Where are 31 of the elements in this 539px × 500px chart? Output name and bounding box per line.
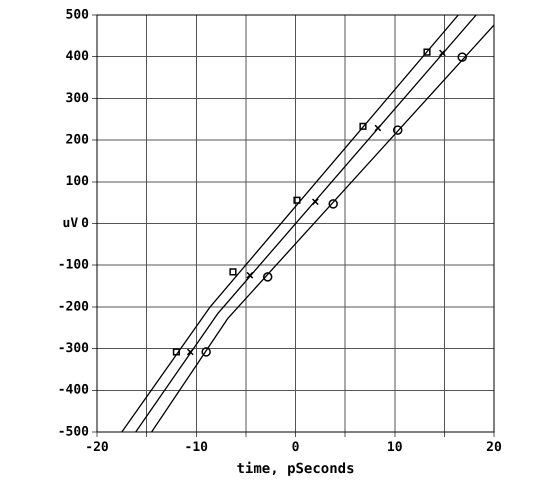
point: [392, 125, 402, 135]
x-tick-label: -20: [85, 440, 109, 456]
y-tick-label: -100: [58, 258, 90, 273]
point: [229, 268, 237, 276]
y-tick-label: 0: [81, 216, 90, 231]
y-tick-label: -400: [58, 382, 90, 398]
point: [262, 272, 272, 282]
y-tick-label: 400: [66, 49, 90, 64]
point: [186, 348, 194, 356]
point: [423, 48, 431, 56]
point: [172, 348, 180, 356]
x-tick-label: 0: [292, 440, 300, 456]
y-tick-label: -200: [58, 299, 90, 314]
x-tick-label: -10: [184, 440, 208, 456]
x-tick-label: 20: [486, 440, 502, 456]
x-axis-title: time, pSeconds: [236, 461, 355, 478]
y-axis-title: uV: [62, 216, 78, 231]
point: [246, 272, 254, 279]
point: [374, 124, 382, 132]
y-tick-label: 300: [66, 90, 90, 106]
y-tick-label: -300: [58, 340, 90, 356]
y-tick-label: 100: [66, 174, 90, 190]
point: [457, 52, 467, 62]
y-tick-label: -500: [58, 424, 90, 440]
point: [359, 122, 367, 130]
point: [293, 196, 301, 204]
x-tick-label: 10: [386, 440, 403, 456]
point: [328, 199, 338, 209]
y-tick-label: 200: [66, 132, 90, 148]
point: [201, 347, 211, 357]
y-tick-label: 500: [66, 7, 90, 22]
